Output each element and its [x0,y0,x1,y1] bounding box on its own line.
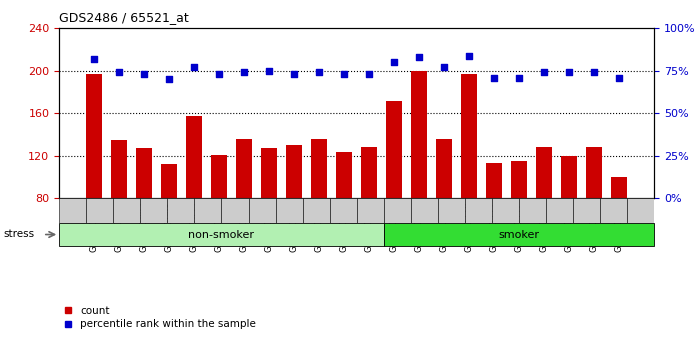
Text: non-smoker: non-smoker [189,229,255,240]
Text: smoker: smoker [498,229,539,240]
Bar [486,163,503,283]
Point [89,56,100,62]
Point [388,59,400,65]
Bar [211,155,228,283]
Point [363,72,374,77]
Bar [59,198,86,223]
Bar [411,71,427,283]
Bar [136,148,152,283]
Text: stress: stress [3,229,35,239]
Bar [141,198,167,223]
Point [264,68,275,74]
Point [339,72,350,77]
Point [214,72,225,77]
Bar [361,147,377,283]
Bar [186,116,203,283]
Point [514,75,525,80]
Bar [86,74,102,283]
Bar [411,198,438,223]
Bar [492,198,519,223]
Bar [261,148,278,283]
Bar [561,156,577,283]
Bar [248,198,276,223]
Point [589,70,600,75]
Bar [386,101,402,283]
Point [113,70,125,75]
Bar [161,164,177,283]
Bar [59,223,383,246]
Point [314,70,325,75]
Bar [461,74,477,283]
Bar [519,198,546,223]
Point [239,70,250,75]
Bar [383,223,654,246]
Bar [465,198,492,223]
Text: GDS2486 / 65521_at: GDS2486 / 65521_at [59,11,189,24]
Bar [86,198,113,223]
Point [464,53,475,58]
Bar [536,147,552,283]
Point [164,76,175,82]
Point [613,75,624,80]
Bar [436,139,452,283]
Point [139,72,150,77]
Bar [336,152,352,283]
Bar [627,198,654,223]
Bar [113,198,141,223]
Point [539,70,550,75]
Bar [221,198,248,223]
Bar [586,147,602,283]
Bar [167,198,194,223]
Bar [194,198,221,223]
Legend: count, percentile rank within the sample: count, percentile rank within the sample [64,306,256,329]
Bar [236,139,253,283]
Bar [357,198,383,223]
Bar [311,139,327,283]
Point [489,75,500,80]
Bar [330,198,357,223]
Bar [611,177,627,283]
Bar [438,198,465,223]
Bar [276,198,303,223]
Bar [546,198,573,223]
Point [289,72,300,77]
Bar [111,140,127,283]
Bar [573,198,600,223]
Point [189,64,200,70]
Bar [286,145,302,283]
Bar [383,198,411,223]
Bar [511,161,528,283]
Bar [303,198,330,223]
Point [413,55,425,60]
Bar [600,198,627,223]
Point [438,64,450,70]
Point [564,70,575,75]
